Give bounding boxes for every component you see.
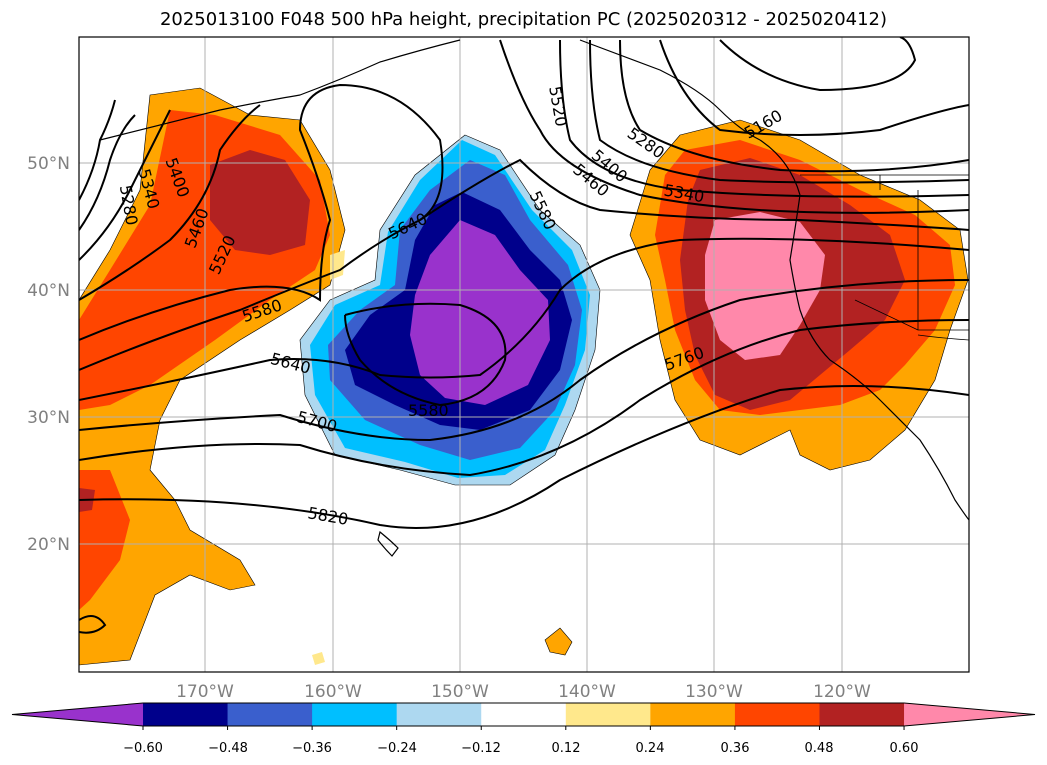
lon-label: 120°W	[813, 682, 871, 702]
colorbar-swatch	[565, 703, 651, 726]
lon-label: 130°W	[685, 682, 743, 702]
colorbar-extend-high	[904, 703, 1035, 726]
contour-line	[79, 104, 261, 301]
coastline-north-america	[759, 139, 969, 521]
colorbar-tick-label: −0.60	[123, 741, 163, 756]
colorbar-swatch	[396, 703, 482, 726]
contour-line	[79, 237, 969, 401]
colorbar-tick-label: 0.12	[552, 741, 581, 756]
contour-line	[79, 99, 116, 201]
contour-line	[659, 39, 969, 136]
colorbar-tick-label: 0.48	[805, 741, 834, 756]
coastline-hawaii	[377, 530, 399, 557]
contour-line	[344, 302, 507, 407]
colorbar-swatch	[143, 703, 229, 726]
colorbar-tick-label: −0.48	[208, 741, 248, 756]
contour-line	[79, 158, 969, 371]
contour-line	[499, 39, 969, 214]
lon-label: 150°W	[431, 682, 489, 702]
contour-line	[79, 319, 969, 477]
lat-label: 50°N	[27, 154, 70, 174]
precip-east-pink	[705, 212, 825, 360]
colorbar-tick-label: −0.24	[377, 741, 417, 756]
colorbar-tick-label: −0.12	[461, 741, 501, 756]
contour-line	[79, 615, 107, 634]
colorbar-tick-label: 0.36	[721, 741, 750, 756]
latitude-labels: 50°N 40°N 30°N 20°N	[27, 154, 70, 555]
contour-line	[79, 279, 969, 442]
colorbar-swatch	[650, 703, 736, 726]
lat-label: 40°N	[27, 281, 70, 301]
lat-label: 20°N	[27, 535, 70, 555]
contour-line	[619, 39, 969, 173]
contour-line	[79, 385, 969, 529]
lon-label: 170°W	[176, 682, 234, 702]
graticule	[79, 37, 969, 672]
lon-label: 140°W	[558, 682, 616, 702]
colorbar-swatch	[227, 703, 313, 726]
lat-label: 30°N	[27, 408, 70, 428]
contour-line	[79, 109, 171, 261]
contour-line	[79, 83, 444, 341]
contour-line	[79, 114, 136, 231]
coastline-alaska-peninsula	[579, 39, 761, 141]
precip-small-blob-1	[544, 627, 573, 656]
height-contours	[79, 37, 969, 634]
colorbar	[11, 702, 1036, 730]
map-frame	[78, 36, 970, 673]
colorbar-tick-label: −0.36	[292, 741, 332, 756]
coastline-alaska	[99, 39, 461, 141]
colorbar-tick-label: 0.24	[636, 741, 665, 756]
contour-line	[589, 39, 969, 184]
colorbar-swatch	[312, 703, 398, 726]
coastlines	[99, 39, 969, 557]
contour-line	[719, 37, 917, 92]
colorbar-swatch	[734, 703, 820, 726]
colorbar-swatch	[481, 703, 567, 726]
contour-label: 5580	[408, 401, 449, 420]
longitude-labels: 170°W 160°W 150°W 140°W 130°W 120°W	[176, 682, 871, 702]
colorbar-swatch	[819, 703, 905, 726]
precip-west-firebrick	[210, 150, 310, 255]
state-borders	[800, 174, 969, 341]
precip-small-blob-2	[312, 652, 325, 665]
contour-line	[559, 39, 969, 198]
colorbar-tick-label: 0.60	[890, 741, 919, 756]
colorbar-tick-labels: −0.60 −0.48 −0.36 −0.24 −0.12 0.12 0.24 …	[123, 741, 918, 756]
lon-label: 160°W	[304, 682, 362, 702]
map-title: 2025013100 F048 500 hPa height, precipit…	[159, 9, 888, 30]
colorbar-extend-low	[12, 703, 143, 726]
